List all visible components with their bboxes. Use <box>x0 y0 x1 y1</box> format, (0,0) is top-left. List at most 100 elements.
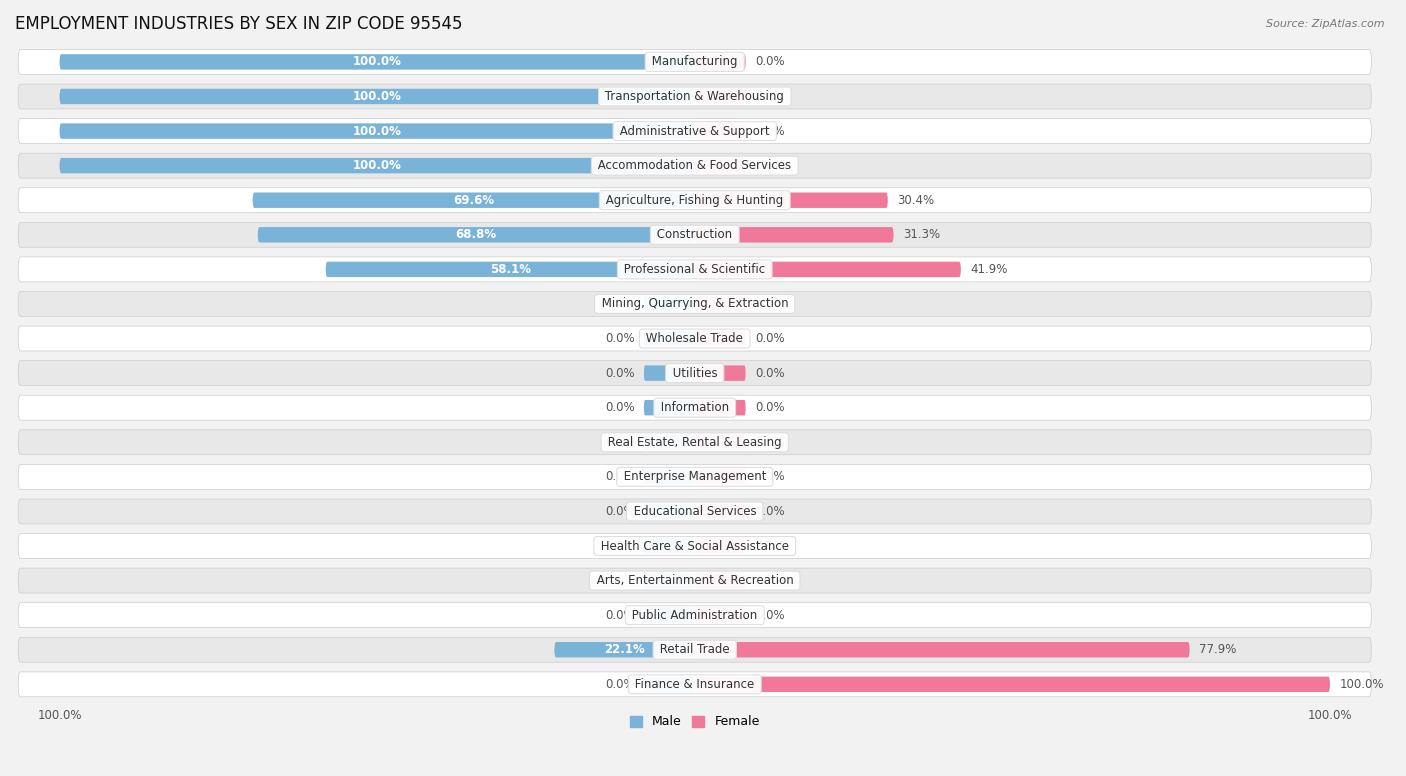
Text: 0.0%: 0.0% <box>605 297 634 310</box>
Text: 0.0%: 0.0% <box>755 90 785 103</box>
FancyBboxPatch shape <box>59 158 695 173</box>
FancyBboxPatch shape <box>695 158 745 173</box>
Text: 0.0%: 0.0% <box>605 332 634 345</box>
Text: 0.0%: 0.0% <box>755 401 785 414</box>
Legend: Male, Female: Male, Female <box>624 710 765 733</box>
Text: 100.0%: 100.0% <box>353 125 402 137</box>
FancyBboxPatch shape <box>18 84 1371 109</box>
Text: EMPLOYMENT INDUSTRIES BY SEX IN ZIP CODE 95545: EMPLOYMENT INDUSTRIES BY SEX IN ZIP CODE… <box>15 15 463 33</box>
Text: 0.0%: 0.0% <box>755 505 785 518</box>
FancyBboxPatch shape <box>554 642 695 657</box>
Text: Wholesale Trade: Wholesale Trade <box>643 332 747 345</box>
FancyBboxPatch shape <box>18 534 1371 559</box>
Text: 0.0%: 0.0% <box>755 539 785 553</box>
FancyBboxPatch shape <box>18 499 1371 524</box>
FancyBboxPatch shape <box>257 227 695 243</box>
Text: Accommodation & Food Services: Accommodation & Food Services <box>595 159 796 172</box>
Text: Utilities: Utilities <box>669 366 721 379</box>
FancyBboxPatch shape <box>644 331 695 346</box>
FancyBboxPatch shape <box>18 223 1371 248</box>
FancyBboxPatch shape <box>18 637 1371 662</box>
FancyBboxPatch shape <box>695 400 745 415</box>
Text: 30.4%: 30.4% <box>897 194 935 206</box>
Text: 0.0%: 0.0% <box>755 574 785 587</box>
Text: Information: Information <box>657 401 733 414</box>
Text: Agriculture, Fishing & Hunting: Agriculture, Fishing & Hunting <box>602 194 787 206</box>
Text: 0.0%: 0.0% <box>755 366 785 379</box>
FancyBboxPatch shape <box>253 192 695 208</box>
FancyBboxPatch shape <box>695 88 745 104</box>
FancyBboxPatch shape <box>18 257 1371 282</box>
FancyBboxPatch shape <box>695 123 745 139</box>
Text: Transportation & Warehousing: Transportation & Warehousing <box>602 90 789 103</box>
FancyBboxPatch shape <box>18 672 1371 697</box>
Text: Finance & Insurance: Finance & Insurance <box>631 677 758 691</box>
FancyBboxPatch shape <box>18 292 1371 317</box>
FancyBboxPatch shape <box>695 642 1189 657</box>
Text: Administrative & Support: Administrative & Support <box>616 125 773 137</box>
Text: 22.1%: 22.1% <box>605 643 645 656</box>
FancyBboxPatch shape <box>695 608 745 623</box>
Text: 31.3%: 31.3% <box>903 228 941 241</box>
FancyBboxPatch shape <box>18 430 1371 455</box>
FancyBboxPatch shape <box>695 54 745 70</box>
Text: Real Estate, Rental & Leasing: Real Estate, Rental & Leasing <box>605 436 786 449</box>
Text: 0.0%: 0.0% <box>755 470 785 483</box>
Text: 0.0%: 0.0% <box>755 125 785 137</box>
Text: 0.0%: 0.0% <box>605 436 634 449</box>
Text: 0.0%: 0.0% <box>605 366 634 379</box>
Text: Public Administration: Public Administration <box>628 608 761 622</box>
Text: Retail Trade: Retail Trade <box>657 643 734 656</box>
FancyBboxPatch shape <box>18 361 1371 386</box>
FancyBboxPatch shape <box>326 262 695 277</box>
FancyBboxPatch shape <box>695 504 745 519</box>
Text: Source: ZipAtlas.com: Source: ZipAtlas.com <box>1267 19 1385 29</box>
FancyBboxPatch shape <box>18 464 1371 490</box>
FancyBboxPatch shape <box>644 504 695 519</box>
FancyBboxPatch shape <box>695 539 745 554</box>
Text: 0.0%: 0.0% <box>755 608 785 622</box>
FancyBboxPatch shape <box>695 331 745 346</box>
Text: Arts, Entertainment & Recreation: Arts, Entertainment & Recreation <box>592 574 797 587</box>
FancyBboxPatch shape <box>644 469 695 484</box>
Text: 0.0%: 0.0% <box>605 539 634 553</box>
Text: 58.1%: 58.1% <box>489 263 530 276</box>
FancyBboxPatch shape <box>644 573 695 588</box>
FancyBboxPatch shape <box>695 365 745 381</box>
Text: 0.0%: 0.0% <box>755 55 785 68</box>
Text: Health Care & Social Assistance: Health Care & Social Assistance <box>598 539 793 553</box>
Text: 69.6%: 69.6% <box>453 194 495 206</box>
FancyBboxPatch shape <box>644 539 695 554</box>
Text: 100.0%: 100.0% <box>1340 677 1384 691</box>
Text: Professional & Scientific: Professional & Scientific <box>620 263 769 276</box>
Text: 100.0%: 100.0% <box>353 159 402 172</box>
Text: 0.0%: 0.0% <box>755 436 785 449</box>
Text: 100.0%: 100.0% <box>353 90 402 103</box>
FancyBboxPatch shape <box>59 54 695 70</box>
FancyBboxPatch shape <box>59 123 695 139</box>
FancyBboxPatch shape <box>695 262 960 277</box>
FancyBboxPatch shape <box>644 608 695 623</box>
FancyBboxPatch shape <box>695 227 894 243</box>
FancyBboxPatch shape <box>18 395 1371 420</box>
FancyBboxPatch shape <box>644 400 695 415</box>
FancyBboxPatch shape <box>644 677 695 692</box>
FancyBboxPatch shape <box>18 326 1371 351</box>
Text: 0.0%: 0.0% <box>605 608 634 622</box>
Text: 68.8%: 68.8% <box>456 228 496 241</box>
FancyBboxPatch shape <box>59 88 695 104</box>
FancyBboxPatch shape <box>644 296 695 312</box>
FancyBboxPatch shape <box>18 568 1371 593</box>
FancyBboxPatch shape <box>18 153 1371 178</box>
FancyBboxPatch shape <box>18 603 1371 628</box>
Text: 0.0%: 0.0% <box>605 470 634 483</box>
FancyBboxPatch shape <box>695 469 745 484</box>
FancyBboxPatch shape <box>695 192 887 208</box>
Text: 0.0%: 0.0% <box>605 574 634 587</box>
Text: 0.0%: 0.0% <box>755 159 785 172</box>
Text: 0.0%: 0.0% <box>605 505 634 518</box>
Text: Educational Services: Educational Services <box>630 505 759 518</box>
Text: 77.9%: 77.9% <box>1199 643 1236 656</box>
Text: Mining, Quarrying, & Extraction: Mining, Quarrying, & Extraction <box>598 297 792 310</box>
FancyBboxPatch shape <box>695 435 745 450</box>
